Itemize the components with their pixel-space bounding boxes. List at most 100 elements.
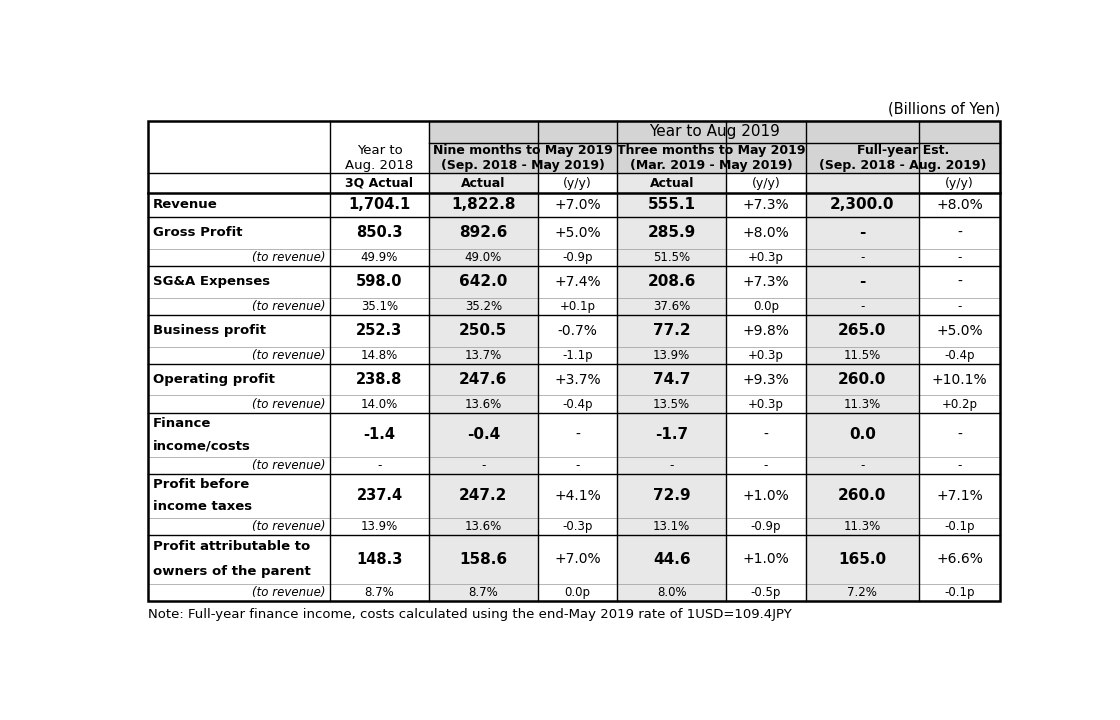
Text: -1.1p: -1.1p xyxy=(562,348,592,361)
Bar xyxy=(148,364,330,413)
Bar xyxy=(330,315,429,364)
Text: +5.0%: +5.0% xyxy=(554,226,600,240)
Text: -1.4: -1.4 xyxy=(364,427,395,442)
Bar xyxy=(918,193,1000,217)
Text: (Billions of Yen): (Billions of Yen) xyxy=(888,102,1000,117)
Text: 250.5: 250.5 xyxy=(459,323,507,338)
Bar xyxy=(617,413,726,474)
Bar xyxy=(429,143,617,174)
Bar xyxy=(805,217,918,266)
Bar xyxy=(429,266,538,315)
Text: -: - xyxy=(859,225,866,240)
Text: +7.0%: +7.0% xyxy=(554,198,600,212)
Text: +7.0%: +7.0% xyxy=(554,552,600,566)
Text: +8.0%: +8.0% xyxy=(936,198,983,212)
Text: Operating profit: Operating profit xyxy=(153,373,276,386)
Bar xyxy=(726,413,805,474)
Bar xyxy=(726,193,805,217)
Text: (to revenue): (to revenue) xyxy=(252,520,326,533)
Text: 72.9: 72.9 xyxy=(653,488,690,503)
Bar xyxy=(148,413,330,474)
Bar xyxy=(617,474,726,535)
Bar xyxy=(617,315,726,364)
Bar xyxy=(330,535,429,600)
Bar xyxy=(429,121,1000,143)
Text: 35.2%: 35.2% xyxy=(465,300,502,312)
Text: 8.0%: 8.0% xyxy=(656,585,687,599)
Text: -: - xyxy=(859,274,866,289)
Text: Business profit: Business profit xyxy=(153,324,267,337)
Text: 3Q Actual: 3Q Actual xyxy=(345,176,413,189)
Text: -: - xyxy=(958,275,962,289)
Text: +9.3%: +9.3% xyxy=(743,373,790,387)
Text: SG&A Expenses: SG&A Expenses xyxy=(153,275,270,288)
Text: 14.0%: 14.0% xyxy=(361,397,398,410)
Bar xyxy=(148,193,330,217)
Bar xyxy=(617,143,805,174)
Bar xyxy=(148,315,330,364)
Text: +5.0%: +5.0% xyxy=(936,324,983,338)
Bar xyxy=(330,174,429,193)
Bar xyxy=(538,315,617,364)
Bar xyxy=(429,364,538,413)
Text: +4.1%: +4.1% xyxy=(554,489,600,503)
Bar xyxy=(148,174,330,193)
Bar xyxy=(538,413,617,474)
Text: +0.3p: +0.3p xyxy=(748,348,784,361)
Text: +3.7%: +3.7% xyxy=(554,373,600,387)
Bar xyxy=(918,174,1000,193)
Text: (to revenue): (to revenue) xyxy=(252,348,326,361)
Bar xyxy=(538,266,617,315)
Text: 892.6: 892.6 xyxy=(459,225,507,240)
Text: 7.2%: 7.2% xyxy=(848,585,877,599)
Text: (y/y): (y/y) xyxy=(945,176,974,189)
Bar xyxy=(330,266,429,315)
Bar xyxy=(918,413,1000,474)
Text: income/costs: income/costs xyxy=(153,439,251,452)
Bar xyxy=(538,535,617,600)
Bar xyxy=(148,535,330,600)
Text: -0.9p: -0.9p xyxy=(562,251,592,264)
Text: 13.5%: 13.5% xyxy=(653,397,690,410)
Text: -0.5p: -0.5p xyxy=(750,585,781,599)
Text: -0.1p: -0.1p xyxy=(944,585,974,599)
Bar xyxy=(918,217,1000,266)
Text: +0.2p: +0.2p xyxy=(942,397,978,410)
Text: 598.0: 598.0 xyxy=(356,274,403,289)
Text: 49.0%: 49.0% xyxy=(465,251,502,264)
Text: -0.1p: -0.1p xyxy=(944,520,974,533)
Text: Gross Profit: Gross Profit xyxy=(153,227,243,240)
Text: 14.8%: 14.8% xyxy=(361,348,398,361)
Text: 13.9%: 13.9% xyxy=(653,348,690,361)
Text: -: - xyxy=(958,226,962,240)
Bar xyxy=(918,266,1000,315)
Text: +10.1%: +10.1% xyxy=(932,373,988,387)
Bar xyxy=(538,174,617,193)
Bar xyxy=(805,535,918,600)
Text: +0.3p: +0.3p xyxy=(748,251,784,264)
Text: -: - xyxy=(482,459,485,472)
Bar xyxy=(617,193,726,217)
Text: Profit attributable to: Profit attributable to xyxy=(153,541,310,554)
Text: (to revenue): (to revenue) xyxy=(252,585,326,599)
Text: 13.7%: 13.7% xyxy=(465,348,502,361)
Bar xyxy=(617,217,726,266)
Bar xyxy=(918,474,1000,535)
Text: 13.6%: 13.6% xyxy=(465,520,502,533)
Text: income taxes: income taxes xyxy=(153,500,252,513)
Bar xyxy=(805,266,918,315)
Bar xyxy=(148,143,330,174)
Text: 265.0: 265.0 xyxy=(838,323,887,338)
Bar xyxy=(726,266,805,315)
Text: (y/y): (y/y) xyxy=(563,176,591,189)
Text: 247.2: 247.2 xyxy=(459,488,507,503)
Text: -0.3p: -0.3p xyxy=(562,520,592,533)
Text: 11.3%: 11.3% xyxy=(843,520,881,533)
Text: 285.9: 285.9 xyxy=(647,225,696,240)
Text: Actual: Actual xyxy=(650,176,693,189)
Text: -: - xyxy=(575,428,580,441)
Text: (to revenue): (to revenue) xyxy=(252,251,326,264)
Text: 642.0: 642.0 xyxy=(459,274,507,289)
Text: 44.6: 44.6 xyxy=(653,552,690,567)
Text: +1.0%: +1.0% xyxy=(743,489,790,503)
